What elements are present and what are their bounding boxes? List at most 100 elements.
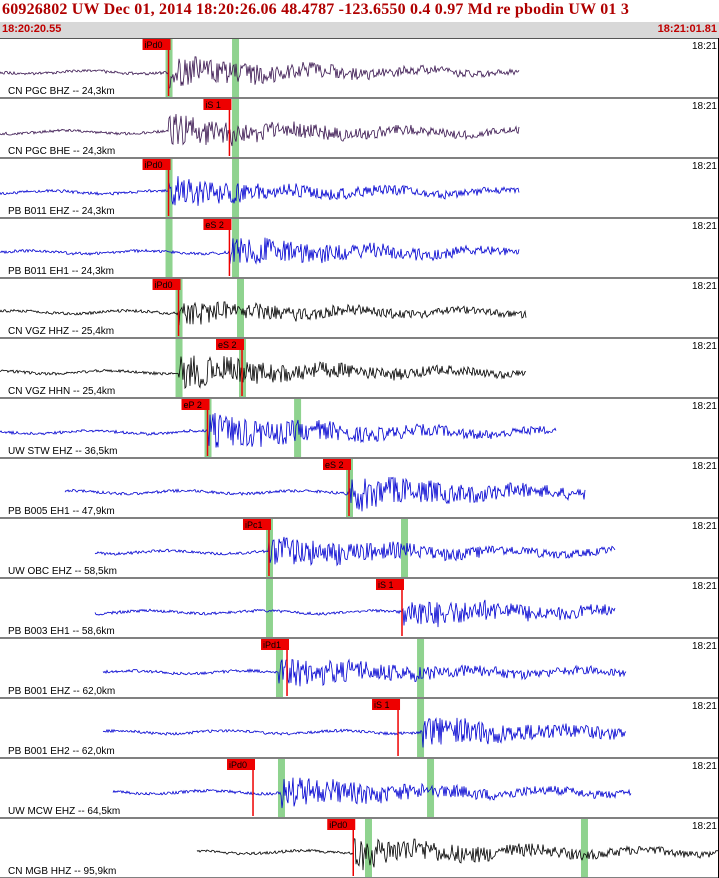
trace-row[interactable]: iS 1 CN PGC BHE -- 24,3km 18:21	[0, 99, 719, 159]
station-label: CN MGB HHZ -- 95,9km	[8, 866, 116, 877]
phase-pick-marker[interactable]: eS 2	[203, 219, 232, 276]
phase-pick-marker[interactable]: iPd0	[152, 279, 181, 336]
row-time-tag: 18:21	[692, 461, 717, 472]
phase-pick-marker[interactable]: eS 2	[216, 339, 245, 396]
station-label: UW MCW EHZ -- 64,5km	[8, 806, 120, 817]
phase-pick-marker[interactable]: iPd0	[142, 159, 171, 216]
row-time-tag: 18:21	[692, 821, 717, 832]
row-time-tag: 18:21	[692, 761, 717, 772]
pick-label: eP 2	[184, 400, 202, 410]
analysis-window-marker	[427, 759, 435, 817]
analysis-window-marker	[417, 699, 425, 757]
row-time-tag: 18:21	[692, 341, 717, 352]
waveform-trace	[0, 237, 520, 265]
pick-label-box	[142, 39, 171, 50]
analysis-window-marker	[232, 219, 240, 277]
trace-row[interactable]: iPd0 CN MGB HHZ -- 95,9km 18:21	[0, 819, 719, 878]
trace-row[interactable]: iS 1 PB B001 EH2 -- 62,0km 18:21	[0, 699, 719, 759]
station-label: PB B001 EH2 -- 62,0km	[8, 746, 115, 757]
pick-label: iPd1	[263, 640, 281, 650]
analysis-window-marker	[237, 279, 245, 337]
start-time-label: 18:20:20.55	[2, 23, 62, 35]
seismogram-panel[interactable]: iPd0 CN PGC BHZ -- 24,3km 18:21 iS 1 CN PGC …	[0, 38, 719, 878]
analysis-window-marker	[165, 219, 173, 277]
end-time-label: 18:21:01.81	[657, 23, 717, 35]
phase-pick-marker[interactable]: eP 2	[181, 399, 210, 456]
station-label: PB B001 EHZ -- 62,0km	[8, 686, 115, 697]
station-label: PB B003 EH1 -- 58,6km	[8, 626, 115, 637]
waveform-trace	[94, 536, 616, 567]
pick-label: eS 2	[218, 340, 237, 350]
waveform-trace	[102, 717, 627, 748]
row-time-tag: 18:21	[692, 701, 717, 712]
pick-label-box	[375, 579, 404, 590]
phase-pick-marker[interactable]: iPd1	[261, 639, 290, 696]
trace-row[interactable]: eS 2 PB B005 EH1 -- 47,9km 18:21	[0, 459, 719, 519]
pick-label: eS 2	[205, 220, 224, 230]
phase-pick-marker[interactable]: iPd0	[142, 39, 171, 96]
trace-row[interactable]: iPd1 PB B001 EHZ -- 62,0km 18:21	[0, 639, 719, 699]
waveform-plot[interactable]: iPd0 CN PGC BHZ -- 24,3km 18:21 iS 1 CN PGC …	[0, 38, 719, 878]
analysis-window-marker	[265, 579, 273, 637]
pick-label-box	[372, 699, 401, 710]
trace-row[interactable]: iPd0 UW MCW EHZ -- 64,5km 18:21	[0, 759, 719, 819]
row-time-tag: 18:21	[692, 401, 717, 412]
phase-pick-marker[interactable]: iPc1	[242, 519, 271, 576]
phase-pick-marker[interactable]: iPd0	[327, 819, 356, 876]
analysis-window-marker	[364, 819, 372, 877]
station-label: PB B011 EHZ -- 24,3km	[8, 206, 115, 217]
row-time-tag: 18:21	[692, 521, 717, 532]
trace-row[interactable]: iS 1 PB B003 EH1 -- 58,6km 18:21	[0, 579, 719, 639]
phase-pick-marker[interactable]: iS 1	[203, 99, 232, 156]
row-time-tag: 18:21	[692, 101, 717, 112]
waveform-trace	[0, 56, 520, 90]
waveform-trace	[112, 777, 632, 809]
pick-label: iS 1	[378, 580, 394, 590]
event-title: 60926802 UW Dec 01, 2014 18:20:26.06 48.…	[2, 1, 630, 18]
analysis-window-marker	[277, 759, 285, 817]
row-time-tag: 18:21	[692, 161, 717, 172]
pick-label-box	[327, 819, 356, 830]
trace-row[interactable]: eS 2 CN VGZ HHN -- 25,4km 18:21	[0, 339, 719, 399]
pick-label: iPd0	[229, 760, 247, 770]
phase-pick-marker[interactable]: eS 2	[323, 459, 352, 516]
waveform-trace	[0, 113, 520, 147]
trace-row[interactable]: iPd0 CN VGZ HHZ -- 25,4km 18:21	[0, 279, 719, 339]
trace-row[interactable]: iPd0 CN PGC BHZ -- 24,3km 18:21	[0, 39, 719, 99]
trace-row[interactable]: eP 2 UW STW EHZ -- 36,5km 18:21	[0, 399, 719, 459]
pick-label: iPd0	[155, 280, 173, 290]
pick-label-box	[261, 639, 290, 650]
phase-pick-marker[interactable]: iS 1	[375, 579, 404, 636]
trace-row[interactable]: eS 2 PB B011 EH1 -- 24,3km 18:21	[0, 219, 719, 279]
pick-label-box	[242, 519, 271, 530]
title-bar: 60926802 UW Dec 01, 2014 18:20:26.06 48.…	[0, 0, 719, 22]
analysis-window-marker	[232, 159, 240, 217]
pick-label-box	[323, 459, 352, 470]
pick-label-box	[216, 339, 245, 350]
pick-label: iPd0	[329, 820, 347, 830]
row-time-tag: 18:21	[692, 641, 717, 652]
waveform-trace	[94, 599, 616, 628]
pick-label: iS 1	[374, 700, 390, 710]
analysis-window-marker	[580, 819, 588, 877]
analysis-window-marker	[175, 339, 183, 397]
trace-row[interactable]: iPc1 UW OBC EHZ -- 58,5km 18:21	[0, 519, 719, 579]
row-time-tag: 18:21	[692, 41, 717, 52]
row-time-tag: 18:21	[692, 581, 717, 592]
station-label: PB B011 EH1 -- 24,3km	[8, 266, 114, 277]
station-label: PB B005 EH1 -- 47,9km	[8, 506, 115, 517]
station-label: CN PGC BHZ -- 24,3km	[8, 86, 115, 97]
phase-pick-marker[interactable]: iPd0	[227, 759, 256, 816]
row-time-tag: 18:21	[692, 281, 717, 292]
trace-row[interactable]: iPd0 PB B011 EHZ -- 24,3km 18:21	[0, 159, 719, 219]
station-label: UW STW EHZ -- 36,5km	[8, 446, 117, 457]
pick-label-box	[152, 279, 181, 290]
station-label: CN VGZ HHN -- 25,4km	[8, 386, 115, 397]
analysis-window-marker	[232, 99, 240, 157]
station-label: UW OBC EHZ -- 58,5km	[8, 566, 117, 577]
pick-label: eS 2	[325, 460, 344, 470]
waveform-trace	[102, 658, 627, 687]
phase-pick-marker[interactable]: iS 1	[372, 699, 401, 756]
pick-label-box	[203, 219, 232, 230]
row-time-tag: 18:21	[692, 221, 717, 232]
